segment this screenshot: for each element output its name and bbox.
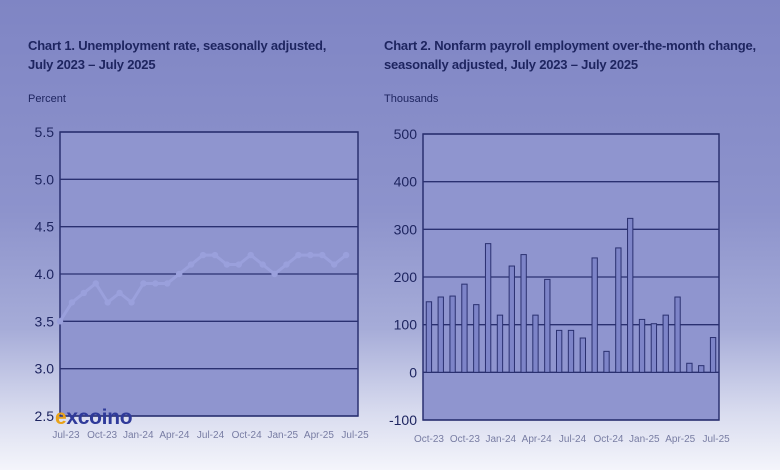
bar — [449, 295, 456, 373]
x-tick-label: Jan-24 — [485, 434, 516, 445]
data-point — [307, 251, 314, 259]
bar — [461, 283, 468, 373]
x-tick-label: Apr-24 — [522, 434, 552, 445]
y-tick-label: 500 — [394, 126, 418, 142]
y-tick-label: 3.0 — [35, 361, 55, 377]
x-tick-label: Oct-24 — [232, 430, 262, 441]
data-point — [283, 261, 290, 268]
bar — [567, 329, 575, 373]
data-point — [235, 261, 242, 268]
bar — [555, 329, 563, 373]
chart-title-line1: Chart 1. Unemployment rate, seasonally a… — [28, 38, 327, 53]
x-tick-label: Jan-25 — [629, 434, 660, 445]
data-point — [247, 251, 254, 259]
data-point — [342, 251, 350, 259]
bar — [437, 296, 444, 373]
data-point — [104, 299, 111, 306]
x-tick-label: Jul-24 — [559, 434, 587, 445]
data-point — [116, 289, 123, 297]
y-tick-label: 4.5 — [35, 219, 55, 235]
y-tick-label: 0 — [409, 364, 417, 380]
bar — [425, 301, 433, 373]
x-tick-label: Jan-24 — [123, 430, 154, 441]
data-point — [259, 261, 266, 268]
x-tick-label: Oct-23 — [87, 430, 117, 441]
data-point — [56, 318, 64, 325]
data-point — [176, 270, 183, 278]
data-point — [295, 251, 302, 259]
data-point — [223, 261, 231, 268]
x-tick-label: Apr-24 — [159, 430, 189, 441]
bar — [709, 337, 717, 373]
bar — [496, 314, 504, 373]
data-point — [128, 299, 135, 306]
chart-title-line1: Chart 2. Nonfarm payroll employment over… — [384, 38, 756, 53]
x-tick-label: Oct-23 — [414, 434, 444, 445]
data-point — [152, 280, 159, 287]
y-tick-label: 400 — [394, 174, 418, 190]
y-tick-label: 2.5 — [35, 408, 55, 424]
bar — [532, 314, 539, 373]
x-tick-label: Apr-25 — [665, 434, 695, 445]
x-tick-label: Oct-23 — [450, 434, 480, 445]
chart-title-line2: July 2023 – July 2025 — [28, 57, 156, 72]
x-tick-label: Jan-25 — [268, 430, 299, 441]
chart-title: Chart 1. Unemployment rate, seasonally a… — [28, 36, 368, 74]
y-tick-label: 100 — [394, 317, 418, 333]
y-tick-label: 200 — [394, 269, 418, 285]
bar — [508, 265, 515, 373]
data-point — [330, 261, 338, 268]
bar — [650, 323, 658, 373]
data-point — [80, 289, 88, 297]
bar — [473, 304, 480, 373]
data-point — [319, 251, 326, 259]
logo-mark: e — [55, 406, 67, 429]
y-tick-label: 5.5 — [35, 124, 55, 140]
x-tick-label: Jul-24 — [197, 430, 225, 441]
bar — [638, 318, 646, 373]
payroll-bar-chart: -100 0 100 200 300 400 500 Oct-23 Oct-23 Jan-24 Ap… — [389, 126, 730, 445]
bar — [627, 217, 634, 373]
bar — [591, 257, 598, 373]
data-point — [140, 280, 147, 287]
y-tick-label: 5.0 — [35, 171, 55, 187]
data-point — [68, 299, 76, 306]
bar — [686, 362, 693, 373]
data-point — [211, 251, 219, 259]
y-tick-label: 300 — [394, 221, 418, 237]
data-point — [199, 251, 207, 259]
data-point — [271, 270, 278, 278]
logo-text: xcoino — [66, 406, 133, 429]
y-tick-label: 4.0 — [35, 266, 55, 282]
excoino-logo: excoino — [55, 406, 133, 430]
bar — [698, 365, 705, 373]
chart-panel-payroll: Chart 2. Nonfarm payroll employment over… — [380, 0, 780, 470]
x-tick-label: Jul-25 — [341, 430, 369, 441]
chart-panel-unemployment: Chart 1. Unemployment rate, seasonally a… — [0, 0, 380, 470]
y-tick-label: -100 — [389, 412, 417, 428]
bar — [615, 247, 622, 373]
chart-title-line2: seasonally adjusted, July 2023 – July 20… — [384, 57, 638, 72]
bar — [603, 350, 610, 373]
x-tick-label: Apr-25 — [304, 430, 334, 441]
bar — [674, 296, 681, 373]
data-point — [187, 261, 195, 268]
bar — [484, 243, 492, 373]
unemployment-line-chart: 2.5 3.0 3.5 4.0 4.5 5.0 5.5 Jul-23 Oct-23 Jan-24 A… — [35, 124, 370, 441]
bar — [579, 337, 587, 373]
y-axis-unit-label: Percent — [28, 93, 66, 105]
x-tick-label: Jul-23 — [52, 430, 80, 441]
bar — [520, 254, 527, 373]
data-point — [92, 280, 99, 287]
bar — [662, 314, 669, 373]
y-tick-label: 3.5 — [35, 313, 55, 329]
bar — [544, 278, 551, 373]
chart-title: Chart 2. Nonfarm payroll employment over… — [384, 36, 774, 74]
x-tick-label: Jul-25 — [702, 434, 730, 445]
y-axis-unit-label: Thousands — [384, 93, 439, 105]
x-tick-label: Oct-24 — [593, 434, 623, 445]
data-point — [164, 280, 171, 287]
